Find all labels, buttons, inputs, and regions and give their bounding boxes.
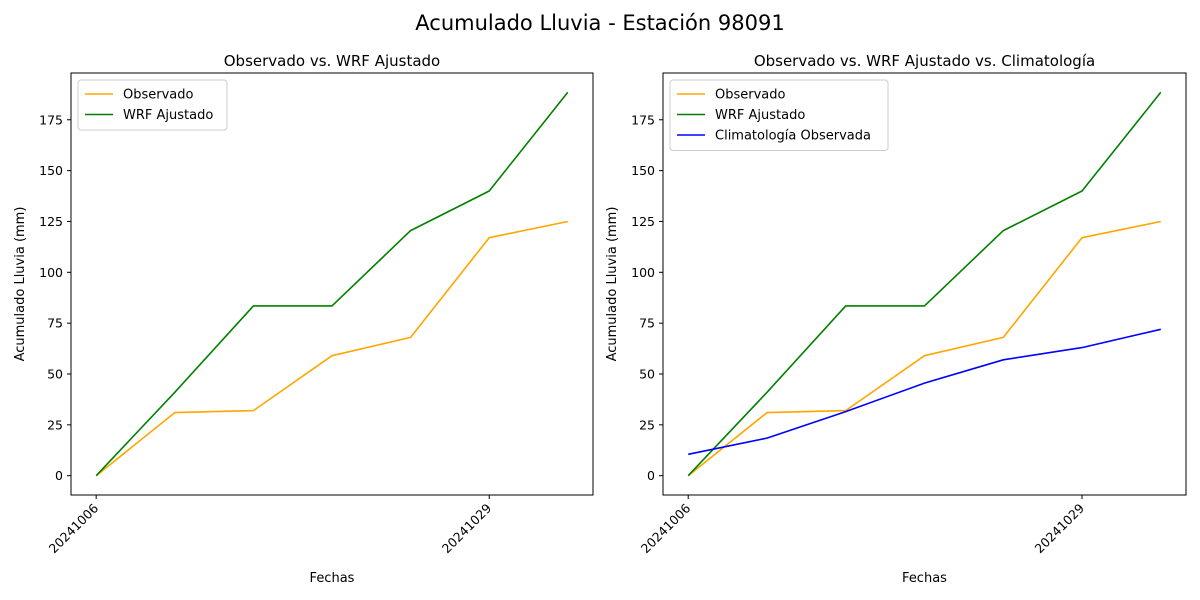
y-tick-label: 50 [47,366,63,381]
y-tick-label: 50 [639,366,655,381]
series-line-observado [95,220,568,477]
left-chart-panel: Observado vs. WRF Ajustado 0 25 50 75 100 125 1… [13,52,594,586]
y-tick-label: 175 [631,112,655,127]
series-line-observado [687,220,1161,477]
left-y-axis-label: Acumulado Lluvia (mm) [13,207,28,362]
y-tick-label: 175 [39,112,63,127]
x-tick-label: 20241029 [439,500,495,556]
x-tick-label: 20241029 [1032,500,1088,556]
legend-entry-clima: Climatología Observada [715,129,871,144]
x-tick-label: 20241006 [46,500,102,556]
right-y-axis-label: Acumulado Lluvia (mm) [605,207,620,362]
legend-entry-observado: Observado [715,88,786,103]
y-tick-label: 75 [47,316,63,331]
y-tick-label: 25 [47,417,63,432]
right-legend-box [669,79,889,151]
legend-entry-wrf: WRF Ajustado [715,108,805,123]
left-chart-title: Observado vs. WRF Ajustado [224,52,440,70]
right-chart-panel: Observado vs. WRF Ajustado vs. Climatolo… [605,52,1187,586]
right-chart-title: Observado vs. WRF Ajustado vs. Climatolo… [754,52,1095,70]
legend-entry-wrf: WRF Ajustado [123,108,213,123]
right-x-axis-label: Fechas [902,571,947,586]
y-tick-label: 125 [39,214,63,229]
left-legend-box [77,79,228,131]
y-tick-label: 125 [631,214,655,229]
figure-title: Acumulado Lluvia - Estación 98091 [415,11,784,35]
left-plot-frame [70,72,594,496]
x-tick-label: 20241006 [638,500,694,556]
y-tick-label: 150 [631,163,655,178]
legend-entry-observado: Observado [123,88,194,103]
y-tick-label: 150 [39,163,63,178]
y-tick-label: 75 [639,316,655,331]
series-line-wrf [687,91,1162,477]
y-tick-label: 25 [639,417,655,432]
left-x-axis-label: Fechas [310,571,355,586]
right-plot-frame [662,72,1187,496]
series-line-clima [688,328,1161,456]
y-tick-label: 100 [631,265,655,280]
y-tick-label: 0 [647,468,655,483]
series-line-wrf [95,91,569,477]
y-tick-label: 0 [55,468,63,483]
y-tick-label: 100 [39,265,63,280]
